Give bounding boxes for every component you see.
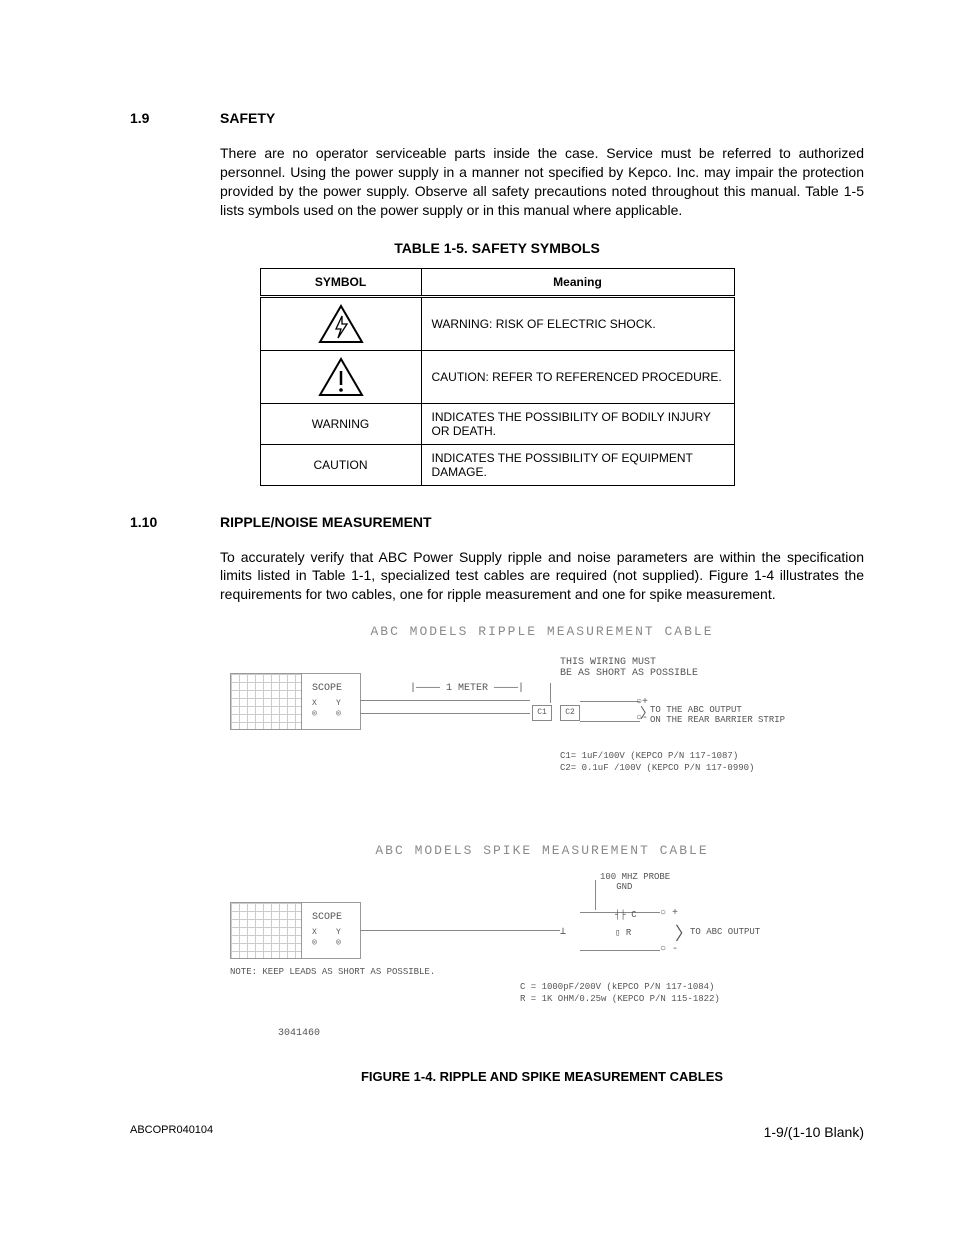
cap-c2: C2: [560, 705, 580, 721]
meaning-cell: INDICATES THE POSSIBILITY OF EQUIPMENT D…: [421, 444, 734, 485]
table-row: CAUTION INDICATES THE POSSIBILITY OF EQU…: [260, 444, 734, 485]
section-number: 1.10: [130, 514, 220, 530]
cap-c1: C1: [532, 705, 552, 721]
meter-label: |———— 1 METER ————|: [410, 683, 524, 694]
meaning-cell: CAUTION: REFER TO REFERENCED PROCEDURE.: [421, 350, 734, 403]
keep-leads-note: NOTE: KEEP LEADS AS SHORT AS POSSIBLE.: [230, 967, 435, 977]
output-label: TO ABC OUTPUT: [690, 927, 760, 937]
section-title: RIPPLE/NOISE MEASUREMENT: [220, 514, 432, 530]
rc-label-c: ┤├ C: [615, 910, 637, 920]
output-label: TO THE ABC OUTPUT ON THE REAR BARRIER ST…: [650, 705, 785, 725]
cable-line-2: [360, 713, 530, 714]
col-meaning: Meaning: [421, 268, 734, 296]
cable-line: [360, 700, 530, 701]
section-1-9-body: There are no operator serviceable parts …: [220, 144, 864, 220]
symbol-cell: CAUTION: [260, 444, 421, 485]
safety-symbols-table: SYMBOL Meaning WARNING: RISK OF ELECTRIC…: [260, 268, 735, 486]
term-plus: ○ +: [660, 908, 678, 919]
probe-tip-icon: ⊥: [560, 926, 566, 938]
spike-cable-diagram: SCOPE X Y ◎ ◎ 100 MHZ PROBE GND ⊥ ┤├ C ▯…: [220, 872, 864, 1022]
leader-line: [550, 683, 551, 703]
drawing-number: 3041460: [278, 1028, 864, 1039]
meter-text: 1 METER: [446, 683, 488, 694]
rc-label-r: ▯ R: [615, 928, 631, 938]
table-row: WARNING INDICATES THE POSSIBILITY OF BOD…: [260, 403, 734, 444]
section-title: SAFETY: [220, 110, 275, 126]
wiring-note: THIS WIRING MUST BE AS SHORT AS POSSIBLE: [560, 657, 698, 679]
col-symbol: SYMBOL: [260, 268, 421, 296]
section-1-9-heading: 1.9 SAFETY: [130, 110, 864, 126]
page-footer: ABCOPR040104 1-9/(1-10 Blank): [130, 1124, 864, 1140]
spike-cable-title: ABC MODELS SPIKE MEASUREMENT CABLE: [220, 843, 864, 858]
ripple-cable-diagram: SCOPE X Y ◎ ◎ |———— 1 METER ————| THIS W…: [220, 653, 864, 803]
wire-minus: [580, 721, 640, 722]
section-number: 1.9: [130, 110, 220, 126]
footer-left: ABCOPR040104: [130, 1124, 213, 1140]
symbol-cell: WARNING: [260, 403, 421, 444]
ripple-cable-title: ABC MODELS RIPPLE MEASUREMENT CABLE: [220, 624, 864, 639]
figure-caption: FIGURE 1-4. RIPPLE AND SPIKE MEASUREMENT…: [220, 1069, 864, 1084]
scope-xy-label: X Y ◎ ◎: [312, 699, 341, 718]
scope-grid-icon: [230, 673, 302, 730]
footer-right: 1-9/(1-10 Blank): [764, 1124, 864, 1140]
scope-label: SCOPE: [312, 912, 342, 923]
table-title: TABLE 1-5. SAFETY SYMBOLS: [130, 240, 864, 256]
scope-xy-label: X Y ◎ ◎: [312, 928, 341, 947]
meaning-cell: WARNING: RISK OF ELECTRIC SHOCK.: [421, 296, 734, 350]
cable-line: [360, 930, 560, 931]
table-row: CAUTION: REFER TO REFERENCED PROCEDURE.: [260, 350, 734, 403]
leader-line: [595, 880, 596, 910]
probe-note: 100 MHZ PROBE GND: [600, 872, 670, 892]
shock-triangle-icon: [318, 304, 364, 344]
symbol-cell: [260, 350, 421, 403]
section-1-10-heading: 1.10 RIPPLE/NOISE MEASUREMENT: [130, 514, 864, 530]
caution-triangle-icon: [318, 357, 364, 397]
table-row: WARNING: RISK OF ELECTRIC SHOCK.: [260, 296, 734, 350]
scope-grid-icon: [230, 902, 302, 959]
table-header-row: SYMBOL Meaning: [260, 268, 734, 296]
symbol-cell: [260, 296, 421, 350]
page: 1.9 SAFETY There are no operator service…: [0, 0, 954, 1200]
component-values-2: C = 1000pF/200V (kEPCO P/N 117-1084) R =…: [520, 982, 720, 1005]
scope-label: SCOPE: [312, 683, 342, 694]
wire: [580, 950, 660, 951]
meaning-cell: INDICATES THE POSSIBILITY OF BODILY INJU…: [421, 403, 734, 444]
figure-1-4: ABC MODELS RIPPLE MEASUREMENT CABLE SCOP…: [220, 624, 864, 1084]
wire-plus: [580, 701, 640, 702]
component-values: C1= 1uF/100V (KEPCO P/N 117-1087) C2= 0.…: [560, 751, 754, 774]
section-1-10-body: To accurately verify that ABC Power Supp…: [220, 548, 864, 605]
